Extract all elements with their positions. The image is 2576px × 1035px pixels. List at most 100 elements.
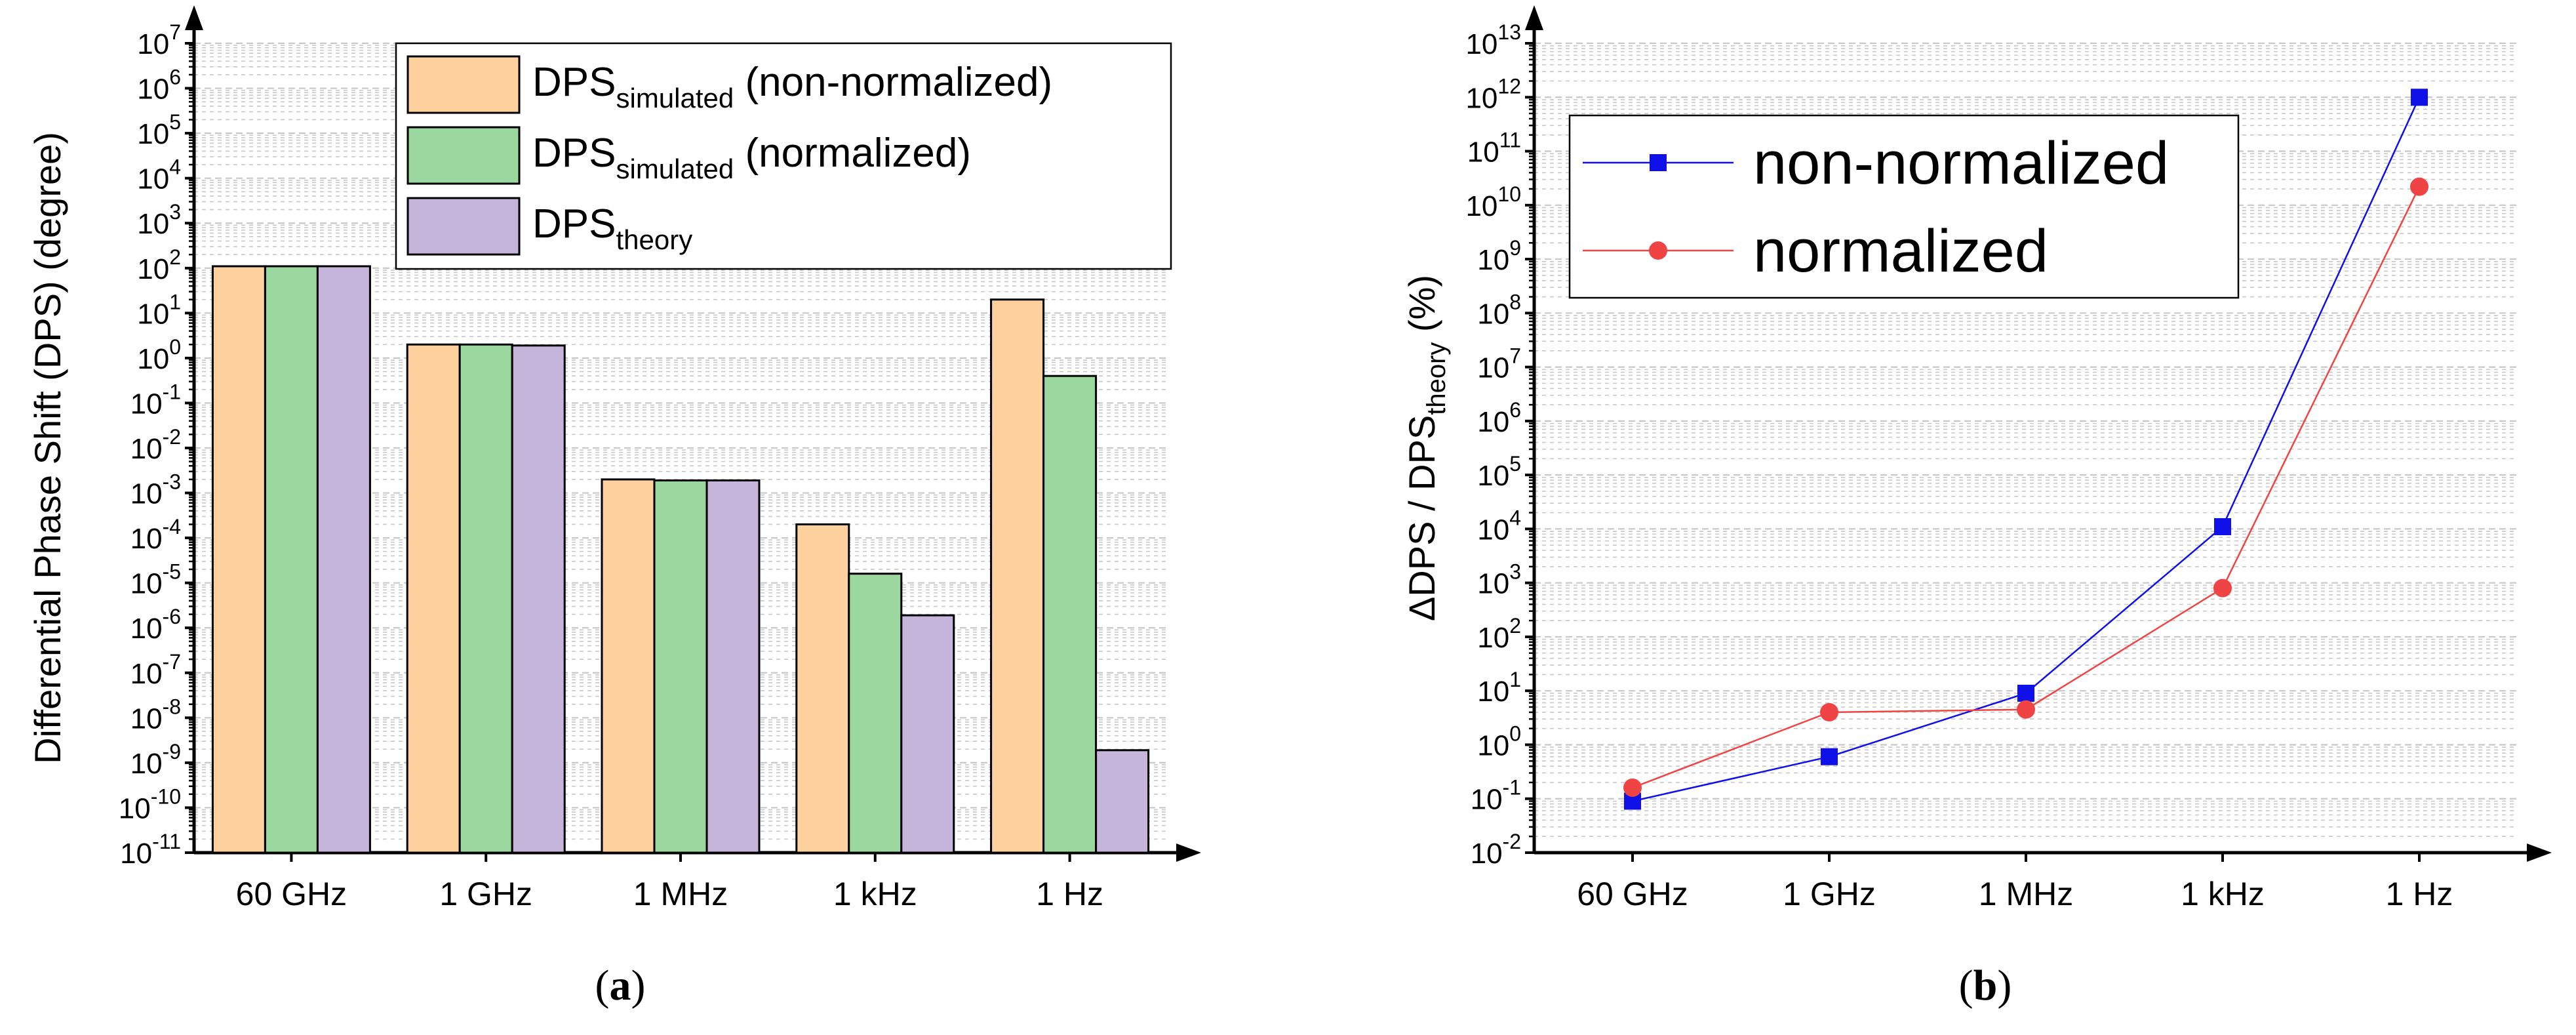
a-y-tick-exp: -6 [163, 605, 181, 628]
a-legend-label: DPSsimulated (normalized) [532, 131, 971, 184]
b-y-tick-exp: 7 [1509, 344, 1521, 368]
b-y-tick-exp: 1 [1509, 668, 1521, 691]
a-y-tick-exp: -2 [163, 425, 181, 449]
b-y-tick-label: 1013 [1465, 20, 1521, 60]
b-y-tick-exp: 13 [1497, 20, 1521, 44]
b-y-tick-base: 10 [1477, 460, 1509, 492]
b-y-tick-label: 100 [1477, 721, 1521, 761]
a-y-tick-base: 10 [130, 478, 163, 510]
a-y-tick-label: 10-6 [130, 605, 181, 645]
a-y-tick-exp: -1 [163, 380, 181, 403]
a-y-tick-base: 10 [137, 118, 169, 150]
a-bar [795, 523, 850, 854]
b-y-tick-label: 105 [1477, 452, 1521, 492]
a-x-tick-label: 1 Hz [1036, 876, 1103, 912]
b-y-tick-exp: 10 [1497, 182, 1521, 206]
panel-label-open: ( [595, 962, 610, 1009]
b-x-tick-label: 1 Hz [2386, 876, 2453, 912]
a-legend-label-sub: theory [616, 224, 692, 255]
b-y-tick-base: 10 [1477, 298, 1509, 330]
b-legend-marker [1649, 241, 1667, 260]
a-bar [900, 614, 955, 854]
a-y-tick-base: 10 [137, 253, 169, 285]
a-bar [511, 344, 566, 854]
a-y-tick-base: 10 [137, 28, 169, 60]
a-y-tick-exp: -4 [163, 515, 181, 538]
b-x-tick-label: 1 GHz [1783, 876, 1876, 912]
b-y-tick-exp: 3 [1509, 560, 1521, 584]
a-legend-label-main: DPS [532, 201, 616, 247]
a-y-tick-label: 10-2 [130, 425, 181, 465]
b-point-square [2017, 684, 2034, 702]
b-y-axis-arrow [1525, 5, 1543, 30]
a-y-tick-label: 106 [137, 66, 181, 106]
b-x-tick-label: 60 GHz [1577, 876, 1688, 912]
a-x-tick-label: 1 GHz [439, 876, 532, 912]
b-y-tick-base: 10 [1477, 676, 1509, 708]
b-y-tick-base: 10 [1477, 568, 1509, 600]
a-legend-label-suffix: (normalized) [734, 131, 971, 176]
b-legend-label: non-normalized [1753, 130, 2169, 197]
b-y-tick-exp: 8 [1509, 290, 1521, 314]
b-y-tick-label: 10-1 [1471, 776, 1521, 816]
b-point-circle [2213, 578, 2232, 598]
b-point-square [2214, 518, 2231, 535]
panel-label-letter: b [1973, 962, 1998, 1009]
a-y-tick-exp: 6 [169, 66, 181, 89]
b-y-tick-label: 109 [1477, 236, 1521, 276]
a-y-tick-label: 102 [137, 245, 181, 285]
b-y-tick-label: 104 [1477, 506, 1521, 546]
b-y-tick-label: 1010 [1465, 182, 1521, 222]
a-y-tick-label: 10-5 [130, 560, 181, 600]
a-legend-label-sub: simulated [616, 153, 734, 184]
a-y-tick-label: 10-8 [130, 695, 181, 735]
a-bar [848, 573, 903, 854]
b-x-tick-label: 1 MHz [1979, 876, 2073, 912]
a-y-tick-label: 10-3 [130, 470, 181, 510]
panel-label-letter: a [610, 962, 631, 1009]
a-bar [601, 478, 656, 854]
a-y-tick-exp: 1 [169, 290, 181, 314]
b-y-tick-exp: 9 [1509, 236, 1521, 260]
a-legend-label: DPStheory [532, 201, 692, 255]
a-legend-swatch [406, 197, 521, 256]
a-y-tick-base: 10 [130, 433, 163, 465]
a-legend-label-main: DPS [532, 131, 616, 176]
a-legend-swatch [406, 55, 521, 114]
a-legend: DPSsimulated (non-normalized)DPSsimulate… [395, 42, 1172, 270]
a-y-tick-exp: 5 [169, 110, 181, 134]
a-y-tick-label: 104 [137, 155, 181, 195]
b-point-circle [2017, 700, 2035, 719]
a-y-tick-base: 10 [119, 792, 151, 824]
a-y-tick-exp: -11 [152, 830, 181, 853]
a-y-tick-base: 10 [137, 298, 169, 330]
a-y-tick-label: 103 [137, 200, 181, 240]
b-lines: 60 GHz 1 GHz 1 MHz 1 kHz 1 Hz [1577, 89, 2453, 912]
a-y-tick-label: 10-1 [130, 380, 181, 420]
a-y-tick-exp: 2 [169, 245, 181, 269]
b-y-tick-exp: 5 [1509, 452, 1521, 476]
b-y-tick-base: 10 [1477, 514, 1509, 546]
a-x-tick-label: 1 kHz [833, 876, 917, 912]
b-y-tick-label: 10-2 [1471, 830, 1521, 870]
b-y-tick-base: 10 [1477, 352, 1509, 384]
b-y-tick-base: 10 [1477, 244, 1509, 276]
b-y-axis-label-suffix: (%) [1401, 275, 1442, 342]
b-legend-label: normalized [1753, 218, 2048, 285]
a-x-axis-arrow [1176, 843, 1201, 862]
a-bar [705, 479, 761, 854]
b-x-axis-arrow [2527, 843, 2552, 862]
b-legend-box [1568, 114, 2240, 299]
b-point-circle [1820, 702, 1838, 721]
b-point-circle [2410, 177, 2428, 196]
panel-label-close: ) [631, 962, 646, 1009]
a-y-tick-label: 100 [137, 335, 181, 375]
a-x-tick-label: 1 MHz [633, 876, 728, 912]
a-legend-label: DPSsimulated (non-normalized) [532, 60, 1052, 113]
a-y-tick-exp: -3 [163, 470, 181, 494]
a-legend-label-suffix: (non-normalized) [734, 60, 1052, 105]
b-x-tick-label: 1 kHz [2181, 876, 2265, 912]
b-y-tick-label: 106 [1477, 398, 1521, 438]
b-y-axis-label-sub: theory [1422, 342, 1451, 415]
b-y-tick-exp: 11 [1499, 129, 1521, 152]
